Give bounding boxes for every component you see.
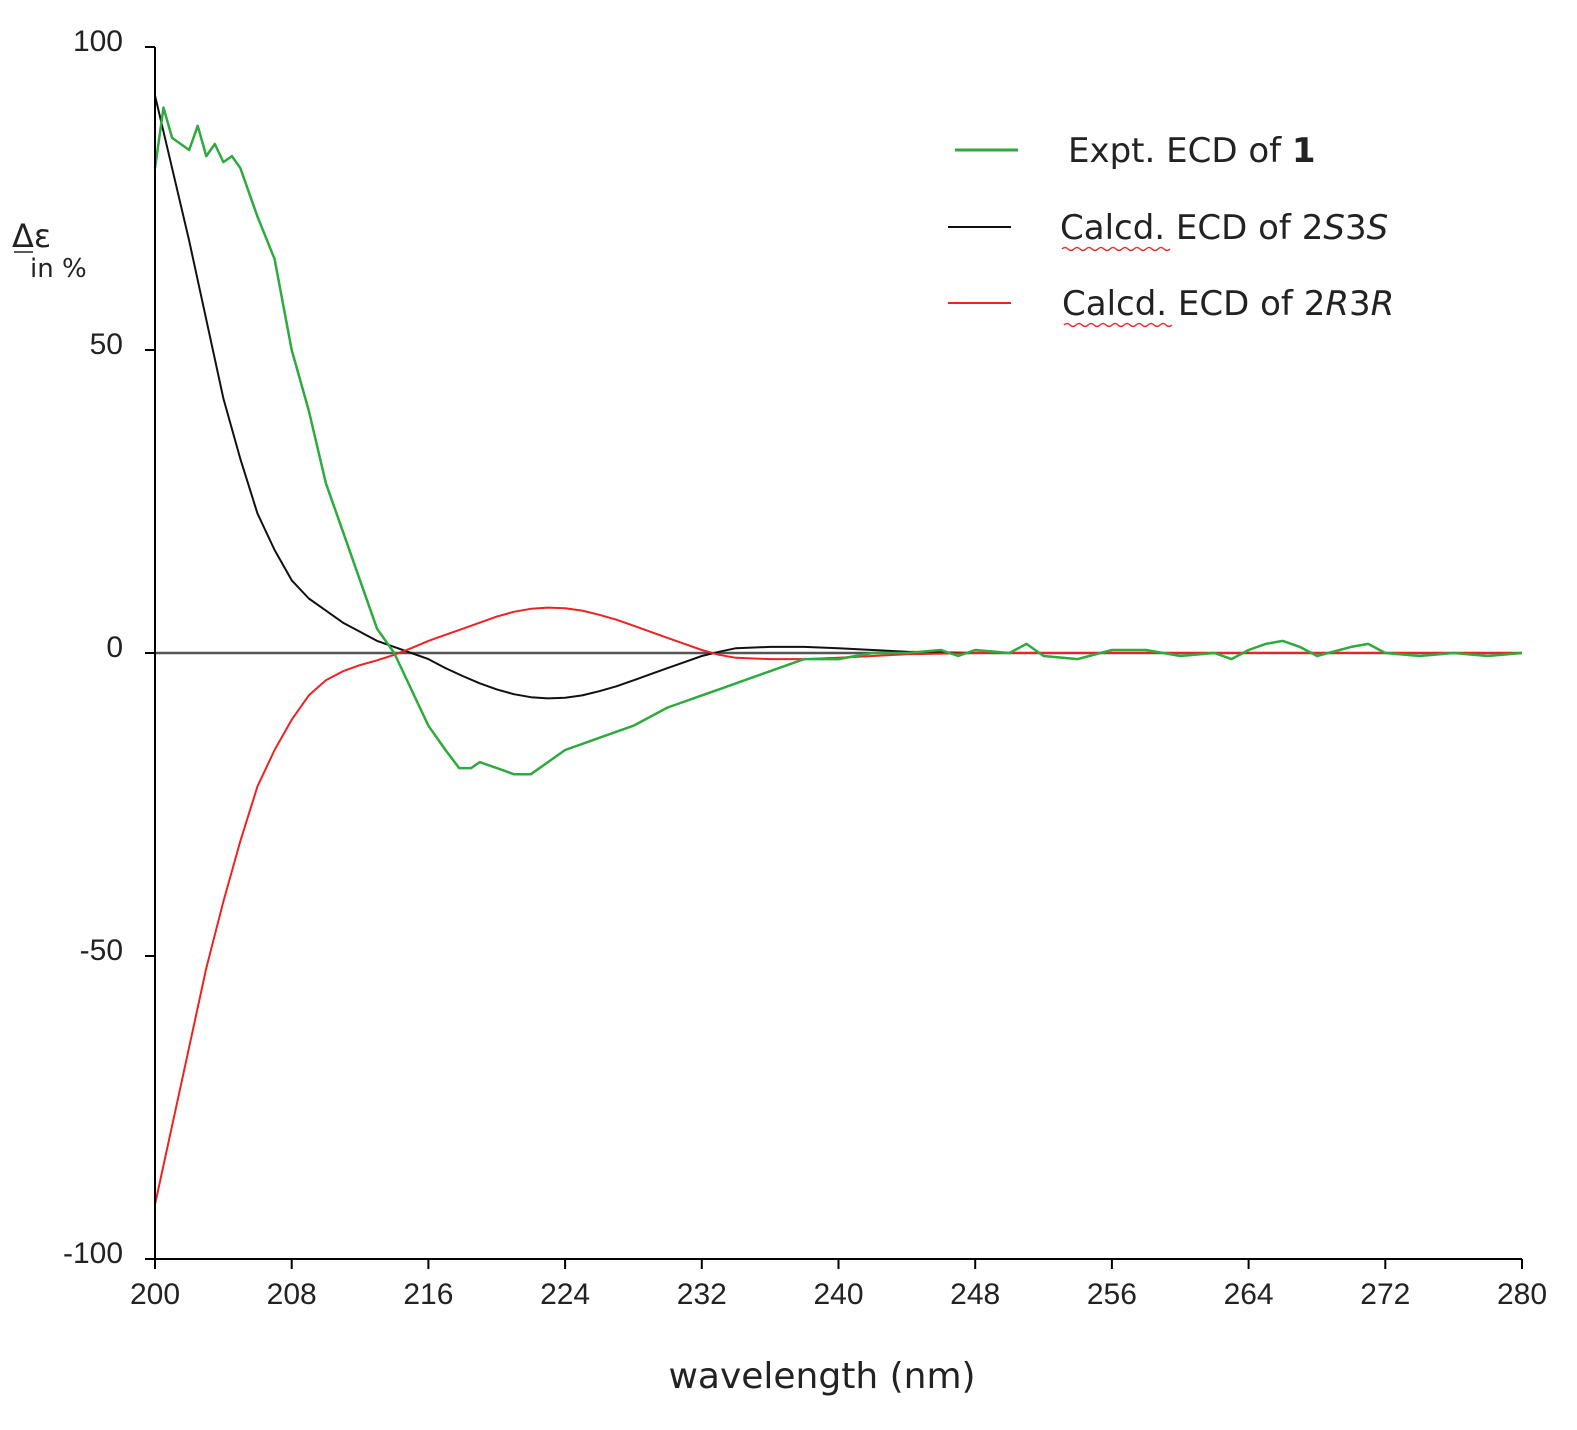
x-tick-label: 280 (1497, 1278, 1547, 1311)
x-tick-label: 208 (267, 1278, 317, 1311)
y-tick-label: -50 (80, 934, 123, 967)
series-line-expt (153, 106, 1523, 776)
series-line-2r3r (154, 606, 1522, 1205)
x-tick-label: 232 (677, 1278, 727, 1311)
x-tick-label: 224 (540, 1278, 590, 1311)
x-tick-label: 248 (950, 1278, 1000, 1311)
ticks: 200 208 216 224 232 240 248 256 264 272 280 100 50 0 -… (63, 25, 1547, 1311)
legend: Expt. ECD of 1 Calcd. ECD of 2S3S Calcd.… (948, 131, 1394, 328)
x-tick-label: 264 (1224, 1278, 1274, 1311)
y-tick-label: 50 (90, 328, 123, 361)
y-axis-label-main: Δε (12, 217, 51, 255)
legend-label-2r3r: Calcd. ECD of 2R3R (1062, 284, 1394, 324)
series-layer (153, 95, 1523, 1205)
legend-label-2s3s: Calcd. ECD of 2S3S (1060, 208, 1388, 248)
y-axis-label-sub: in % (30, 254, 87, 284)
y-tick-label: 100 (73, 25, 123, 58)
y-tick-label: -100 (63, 1237, 123, 1270)
x-axis-label: wavelength (nm) (668, 1356, 975, 1397)
x-tick-label: 272 (1360, 1278, 1410, 1311)
x-tick-label: 216 (403, 1278, 453, 1311)
y-tick-label: 0 (106, 631, 123, 664)
series-line-2s3s (154, 95, 1522, 700)
legend-label-expt: Expt. ECD of 1 (1068, 131, 1316, 171)
x-tick-label: 240 (813, 1278, 863, 1311)
spellcheck-squiggle-2r3r (1063, 322, 1173, 328)
x-tick-label: 256 (1087, 1278, 1137, 1311)
x-tick-label: 200 (130, 1278, 180, 1311)
spellcheck-squiggle-2s3s (1061, 246, 1171, 252)
